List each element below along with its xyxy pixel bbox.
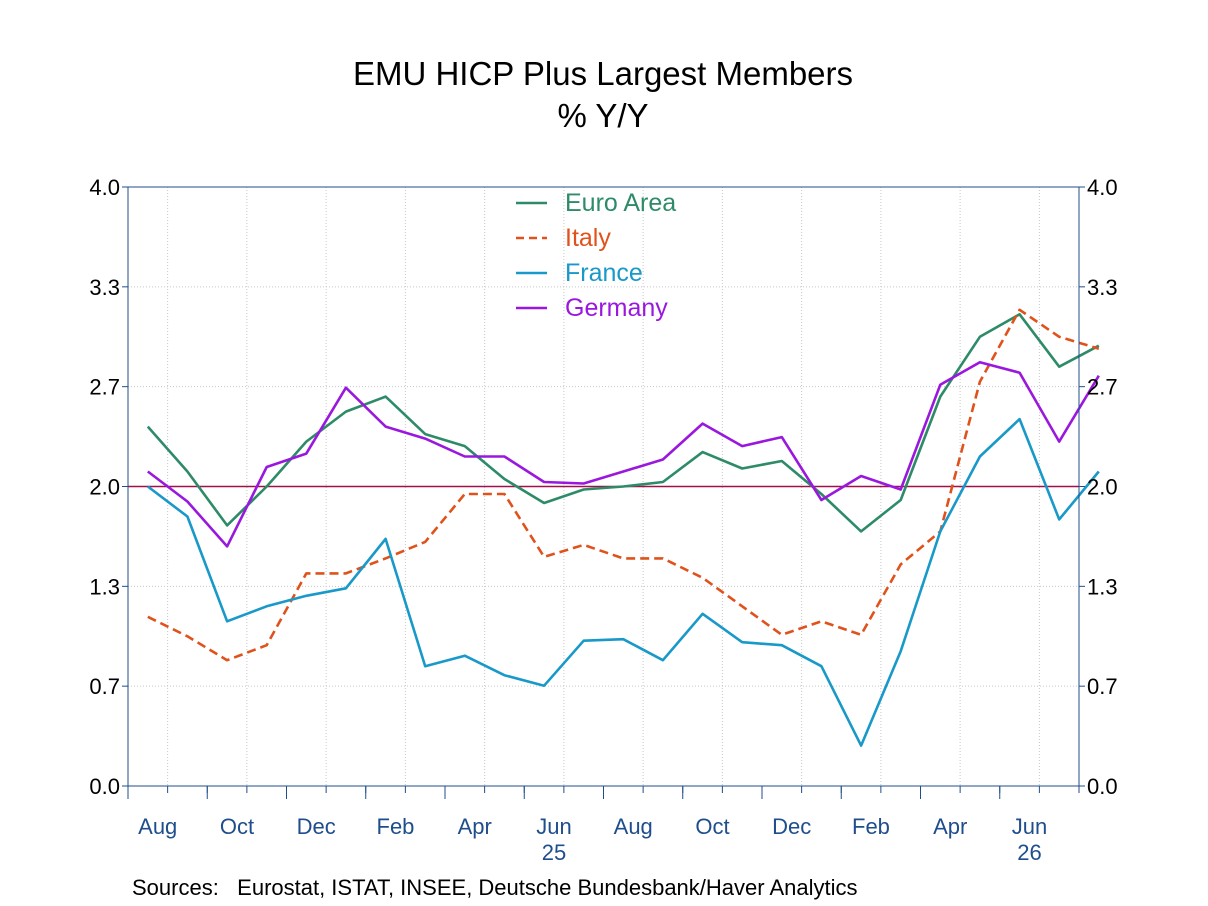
series-line-euro-area <box>146 312 1100 533</box>
x-tick-label: Feb <box>852 814 890 839</box>
y-axis-right: 0.0 0.7 1.3 2.0 2.7 3.3 4.0 <box>1079 175 1118 799</box>
series-line-italy <box>147 308 1100 662</box>
series-layer <box>146 308 1100 747</box>
y-axis-left: 0.0 0.7 1.3 2.0 2.7 3.3 4.0 <box>89 175 128 799</box>
series-line-germany <box>147 360 1100 548</box>
y-tick-label-right: 2.0 <box>1087 475 1118 500</box>
legend: Euro Area Italy France Germany <box>516 189 676 322</box>
x-tick-label: Dec <box>772 814 811 839</box>
x-tick-label: Oct <box>220 814 254 839</box>
x-tick-label: Jun <box>536 814 571 839</box>
x-tick-label: Feb <box>377 814 415 839</box>
x-tick-label: Jun <box>1012 814 1047 839</box>
legend-label: Germany <box>565 294 668 322</box>
y-tick-label-left: 0.0 <box>89 774 120 799</box>
chart-subtitle: % Y/Y <box>557 97 648 134</box>
y-tick-label-right: 0.0 <box>1087 774 1118 799</box>
y-tick-label-left: 4.0 <box>89 175 120 200</box>
x-year-label: 26 <box>1017 840 1041 865</box>
x-tick-label: Aug <box>138 814 177 839</box>
y-tick-label-left: 3.3 <box>89 275 120 300</box>
y-tick-label-right: 2.7 <box>1087 375 1118 400</box>
y-tick-label-right: 0.7 <box>1087 674 1118 699</box>
y-tick-label-left: 1.3 <box>89 574 120 599</box>
legend-label: Italy <box>565 224 611 252</box>
legend-label: France <box>565 259 643 287</box>
y-tick-label-left: 2.0 <box>89 475 120 500</box>
x-tick-label: Dec <box>297 814 336 839</box>
y-tick-label-right: 1.3 <box>1087 574 1118 599</box>
x-tick-label: Oct <box>695 814 729 839</box>
chart-title: EMU HICP Plus Largest Members <box>353 55 853 92</box>
x-tick-label: Aug <box>614 814 653 839</box>
series-line-france <box>147 417 1100 747</box>
x-year-label: 25 <box>542 840 566 865</box>
x-tick-label: Apr <box>933 814 967 839</box>
legend-label: Euro Area <box>565 189 676 217</box>
y-tick-label-right: 4.0 <box>1087 175 1118 200</box>
y-tick-label-left: 0.7 <box>89 674 120 699</box>
y-tick-label-right: 3.3 <box>1087 275 1118 300</box>
y-tick-label-left: 2.7 <box>89 375 120 400</box>
source-note: Sources: Eurostat, ISTAT, INSEE, Deutsch… <box>132 875 858 900</box>
x-tick-label: Apr <box>458 814 492 839</box>
